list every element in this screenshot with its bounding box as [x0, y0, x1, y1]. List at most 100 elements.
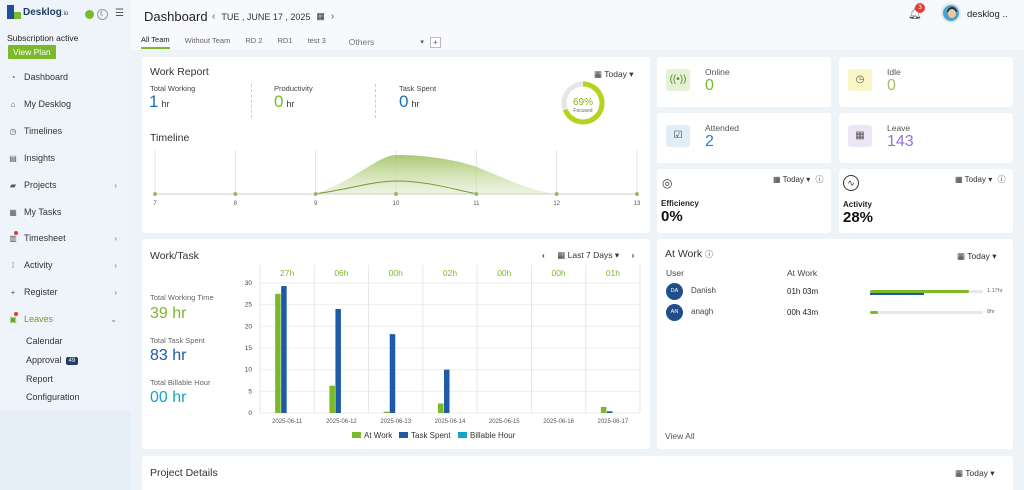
- clock-icon: ◷: [848, 69, 872, 91]
- view-plan-button[interactable]: View Plan: [8, 45, 56, 59]
- bar-at-work: [383, 411, 390, 413]
- total-working-value: 1 hr: [149, 92, 170, 111]
- current-date: TUE , JUNE 17 , 2025: [221, 11, 311, 22]
- range-filter[interactable]: ▦ Last 7 Days ▾: [557, 250, 620, 260]
- approval-count-badge: 49: [65, 356, 79, 365]
- x-tick-label: 2025-06-14: [435, 419, 466, 425]
- sidebar-item-my-desklog[interactable]: ⌂ My Desklog: [0, 96, 131, 112]
- timeline-tick-label: 12: [553, 201, 560, 207]
- tab-rd-2[interactable]: RD 2: [245, 36, 263, 45]
- dark-mode-icon[interactable]: ☾: [97, 9, 108, 20]
- timeline-tick-label: 13: [634, 201, 641, 207]
- sidebar-item-insights[interactable]: ▤ Insights: [0, 150, 131, 166]
- at-work-progress: [870, 290, 970, 293]
- clock-icon: ◷: [9, 126, 17, 136]
- avatar: AN: [666, 304, 683, 321]
- next-range-icon[interactable]: ›: [631, 250, 635, 260]
- leaves-calendar-link[interactable]: Calendar: [26, 336, 63, 346]
- progress-track: [870, 311, 983, 314]
- sidebar-item-my-tasks[interactable]: ▦ My Tasks: [0, 204, 131, 220]
- timeline-point: [554, 192, 559, 196]
- sidebar-item-dashboard[interactable]: ◔ Dashboard: [0, 69, 131, 85]
- chevron-right-icon: ›: [114, 287, 117, 297]
- tab-rd1[interactable]: RD1: [277, 36, 293, 45]
- tab-test-3[interactable]: test 3: [307, 36, 326, 45]
- calendar-check-icon: ☑: [666, 125, 690, 147]
- others-dropdown[interactable]: Others: [348, 37, 375, 47]
- sidebar-item-projects[interactable]: ▰ Projects ›: [0, 177, 131, 193]
- timeline-point: [394, 192, 398, 196]
- total-task-spent-label: Total Task Spent: [150, 336, 205, 345]
- efficiency-value: 0%: [661, 208, 683, 225]
- notification-count-badge: 3: [915, 3, 925, 13]
- total-billable-label: Total Billable Hour: [150, 378, 211, 387]
- logo-text: Desklog: [23, 6, 62, 18]
- grid-icon: ⁞: [11, 260, 15, 270]
- tab-without-team[interactable]: Without Team: [184, 36, 231, 45]
- calendar-icon: ▥: [9, 233, 17, 243]
- total-working-time-value: 39 hr: [150, 305, 187, 322]
- sidebar-item-timelines[interactable]: ◷ Timelines: [0, 123, 131, 139]
- notification-dot: [14, 231, 18, 235]
- pulse-icon: ∿: [843, 175, 859, 191]
- work-report-title: Work Report: [150, 66, 209, 78]
- topbar: Dashboard ‹ TUE , JUNE 17 , 2025 ▦ › 🔔︎ …: [131, 0, 1024, 50]
- efficiency-date-filter[interactable]: ▦ Today ▾ ⓘ: [773, 175, 824, 184]
- tab-all-team[interactable]: All Team: [141, 35, 170, 49]
- y-tick-label: 25: [245, 302, 253, 309]
- sidebar-item-timesheet[interactable]: ▥ Timesheet ›: [0, 230, 131, 246]
- leaves-approval-link[interactable]: Approval 49: [26, 355, 79, 365]
- idle-value: 0: [887, 77, 896, 94]
- timeline-point: [635, 192, 639, 196]
- sidebar-item-label: Register: [24, 287, 58, 297]
- plus-icon: +: [10, 287, 16, 297]
- timeline-line: [313, 180, 478, 195]
- next-date-icon[interactable]: ›: [330, 11, 335, 22]
- bar-task-spent: [335, 309, 341, 413]
- work-report-date-filter[interactable]: ▦ Today ▾: [594, 69, 634, 79]
- online-card[interactable]: ((•)) Online 0: [657, 57, 831, 107]
- project-date-filter[interactable]: ▦ Today ▾: [955, 468, 995, 478]
- leaves-configuration-link[interactable]: Configuration: [26, 392, 80, 402]
- timeline-tick-label: 7: [153, 201, 157, 207]
- sidebar-item-activity[interactable]: ⁞ Activity ›: [0, 257, 131, 273]
- bar-task-spent: [444, 369, 450, 413]
- leaves-report-link[interactable]: Report: [26, 374, 54, 384]
- logo[interactable]: Desklog.io: [7, 5, 68, 19]
- x-tick-label: 2025-06-17: [598, 419, 629, 425]
- work-task-chart: 0 5 10 15 20 25 30 27h 2025-06-11 06h 2025-06-12 00…: [245, 265, 641, 440]
- task-progress: [870, 293, 925, 295]
- sidebar-item-label: Timesheet: [24, 233, 66, 243]
- leave-label: Leave: [887, 123, 911, 133]
- attended-card[interactable]: ☑ Attended 2: [657, 113, 831, 163]
- prev-range-icon[interactable]: ‹: [542, 250, 545, 260]
- chevron-down-icon[interactable]: ▾: [420, 39, 424, 46]
- prev-date-icon[interactable]: ‹: [212, 11, 216, 22]
- menu-collapse-icon[interactable]: ☰: [115, 8, 124, 19]
- leave-value: 143: [887, 133, 914, 150]
- leaves-approval-label: Approval: [26, 355, 62, 365]
- info-icon: ⓘ: [705, 250, 714, 259]
- status-dot-icon[interactable]: [85, 10, 94, 19]
- activity-date-filter[interactable]: ▦ Today ▾ ⓘ: [955, 175, 1006, 184]
- idle-card[interactable]: ◷ Idle 0: [839, 57, 1013, 107]
- timeline-tick-label: 9: [314, 201, 318, 207]
- y-tick-label: 20: [245, 323, 253, 330]
- view-all-link[interactable]: View All: [665, 431, 695, 441]
- sidebar-item-label: Projects: [24, 180, 57, 190]
- at-work-date-filter[interactable]: ▦ Today ▾: [957, 251, 997, 261]
- sidebar-item-leaves[interactable]: ▣ Leaves ⌄: [0, 311, 131, 327]
- timeline-chart: 7 8 9 10 11 12 13: [153, 150, 641, 207]
- online-label: Online: [705, 67, 730, 77]
- user-menu[interactable]: desklog ..: [967, 9, 1008, 20]
- legend-label: Task Spent: [411, 431, 451, 440]
- sidebar-item-register[interactable]: + Register ›: [0, 284, 131, 300]
- legend-label: At Work: [364, 431, 393, 440]
- calendar-icon[interactable]: ▦: [316, 11, 325, 21]
- bar-at-work: [438, 403, 444, 413]
- user-avatar[interactable]: [941, 3, 961, 23]
- task-spent-value: 0 hr: [399, 92, 420, 111]
- add-tab-button[interactable]: +: [429, 36, 441, 48]
- subscription-status: Subscription active: [7, 33, 79, 43]
- leave-card[interactable]: ▦ Leave 143: [839, 113, 1013, 163]
